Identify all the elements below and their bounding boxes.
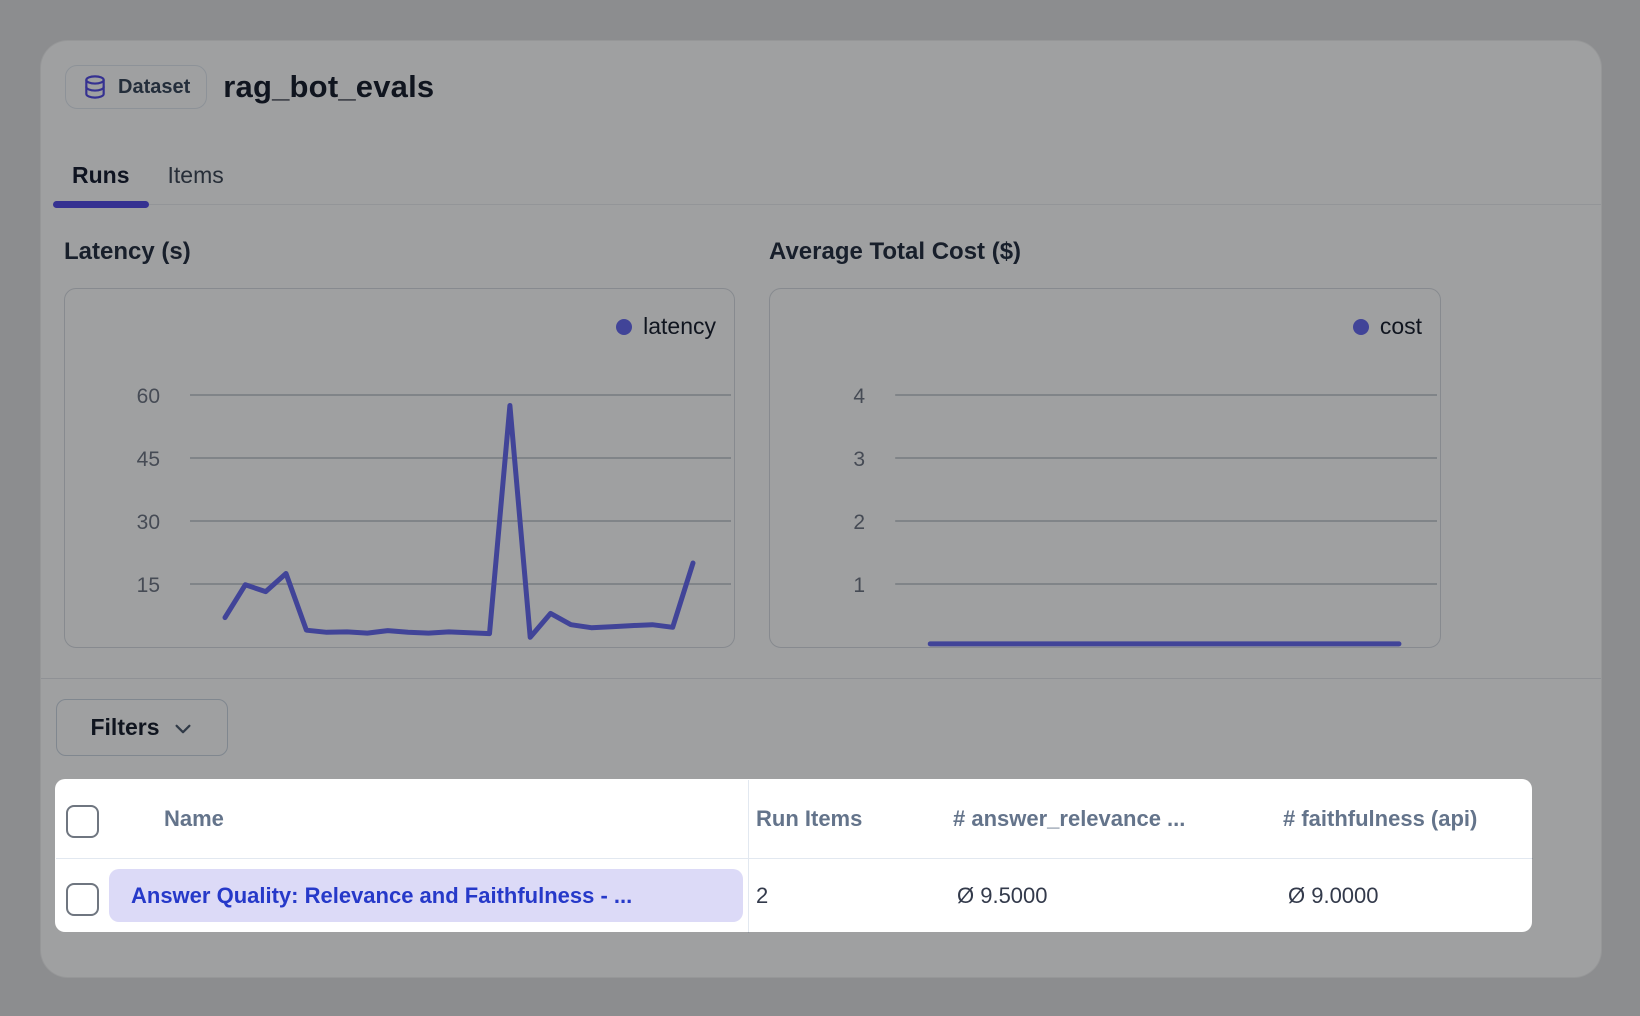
latency-legend-label: latency (643, 313, 716, 339)
chevron-down-icon (174, 724, 191, 734)
section-divider (41, 678, 1601, 679)
filters-button-label: Filters (90, 714, 160, 740)
latency-legend: latency (616, 313, 716, 340)
runs-table: Name Run Items # answer_relevance ... # … (56, 780, 1533, 933)
answer-relevance-cell: Ø 9.5000 (957, 883, 1048, 908)
latency-legend-dot-icon (616, 318, 633, 335)
select-all-checkbox[interactable] (66, 805, 99, 838)
column-header-name: Name (164, 806, 224, 831)
filters-button[interactable]: Filters (56, 699, 228, 756)
tab-runs-label: Runs (72, 161, 130, 188)
tab-runs[interactable]: Runs (53, 146, 149, 208)
cost-line-chart-svg: 1 2 3 4 (853, 385, 1437, 647)
page-title: rag_bot_evals (223, 69, 435, 104)
tab-bar: Runs Items (53, 146, 1601, 208)
dataset-badge-label: Dataset (118, 75, 191, 98)
column-header-faithfulness: # faithfulness (api) (1283, 806, 1478, 831)
cost-legend-label: cost (1379, 313, 1422, 339)
tab-items[interactable]: Items (149, 146, 243, 204)
row-checkbox[interactable] (66, 883, 99, 916)
cost-chart-title: Average Total Cost ($) (769, 238, 1022, 265)
latency-line-chart-svg: 15 30 45 60 (137, 385, 731, 640)
table-header-row: Name Run Items # answer_relevance ... # … (56, 780, 1533, 858)
svg-text:3: 3 (853, 448, 865, 471)
active-tab-underline (53, 201, 149, 208)
table-column-divider (748, 780, 749, 933)
latency-chart-title: Latency (s) (64, 238, 191, 265)
column-header-run-items: Run Items (756, 806, 863, 831)
cost-chart: 1 2 3 4 cost (769, 288, 1441, 648)
run-name-link[interactable]: Answer Quality: Relevance and Faithfulne… (109, 869, 743, 922)
svg-text:1: 1 (853, 574, 865, 597)
svg-text:30: 30 (137, 511, 160, 534)
database-icon (85, 75, 105, 99)
table-header-divider (56, 858, 1533, 859)
dataset-card: Dataset rag_bot_evals Runs Items Latency… (40, 40, 1602, 978)
tab-items-label: Items (167, 161, 224, 188)
svg-text:45: 45 (137, 448, 160, 471)
svg-text:60: 60 (137, 385, 160, 408)
column-header-answer-relevance: # answer_relevance ... (953, 806, 1186, 831)
cost-legend: cost (1352, 313, 1422, 340)
cost-legend-dot-icon (1352, 318, 1369, 335)
dataset-badge: Dataset (65, 65, 208, 109)
faithfulness-cell: Ø 9.0000 (1288, 883, 1379, 908)
svg-text:2: 2 (853, 511, 865, 534)
latency-chart: 15 30 45 60 latency (64, 288, 735, 648)
page-header: Dataset rag_bot_evals (65, 63, 434, 111)
run-name-label: Answer Quality: Relevance and Faithfulne… (131, 882, 633, 908)
run-items-cell: 2 (756, 883, 769, 908)
svg-text:4: 4 (853, 385, 865, 408)
table-row: Answer Quality: Relevance and Faithfulne… (56, 859, 1533, 933)
svg-text:15: 15 (137, 574, 160, 597)
